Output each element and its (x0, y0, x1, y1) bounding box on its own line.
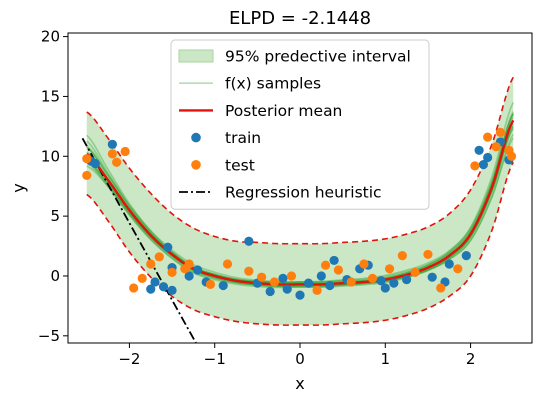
train-point (158, 282, 169, 292)
y-axis-label: y (9, 183, 28, 192)
train-point (90, 158, 100, 169)
test-point (120, 146, 130, 157)
interval-upper-line (86, 76, 514, 245)
test-point (82, 154, 92, 164)
fx-sample-line (86, 111, 514, 284)
train-point (295, 290, 305, 300)
test-point (483, 132, 493, 142)
x-tick-label: −1 (204, 350, 226, 368)
test-point (129, 283, 139, 293)
test-point (269, 277, 280, 287)
train-point (380, 283, 390, 293)
test-point (423, 249, 433, 260)
x-tick-label: 1 (381, 350, 391, 368)
test-point (436, 283, 446, 293)
train-point (244, 236, 254, 246)
posterior-mean-line (86, 119, 515, 286)
test-point (333, 265, 343, 275)
train-point (193, 265, 203, 275)
test-point (470, 161, 480, 171)
train-point (167, 285, 177, 295)
train-point (329, 255, 339, 266)
test-point (397, 251, 407, 261)
train-point (325, 280, 335, 291)
test-point (107, 149, 117, 159)
test-point (359, 259, 369, 269)
train-point (184, 271, 194, 281)
legend-label: Regression heuristic (225, 184, 382, 202)
x-tick-label: 0 (295, 350, 305, 368)
test-point (286, 271, 297, 281)
y-tick-label: 20 (41, 28, 60, 46)
train-point (461, 251, 471, 261)
legend-band-swatch (178, 49, 214, 63)
y-tick-label: 5 (50, 207, 60, 225)
train-point (444, 259, 454, 269)
fx-sample-line (86, 137, 514, 289)
test-point (410, 267, 420, 277)
fx-sample-line (86, 126, 514, 289)
test-point (257, 272, 267, 282)
y-tick-label: 0 (50, 267, 60, 285)
x-axis-label: x (295, 374, 304, 393)
legend-label: test (225, 156, 255, 174)
test-point (367, 273, 378, 283)
test-point (146, 259, 156, 269)
fx-sample-line (86, 113, 514, 284)
legend-label: Posterior mean (225, 102, 342, 120)
test-point (506, 151, 517, 161)
legend-train-swatch (191, 132, 201, 143)
test-point (495, 127, 506, 137)
x-tick-label: −2 (118, 350, 140, 368)
train-point (402, 274, 412, 285)
train-point (150, 277, 160, 287)
test-point (312, 285, 322, 295)
legend-test-swatch (191, 160, 201, 170)
test-point (346, 277, 356, 287)
train-point (303, 278, 314, 288)
y-tick-label: 10 (41, 147, 60, 165)
train-point (146, 284, 156, 294)
test-point (244, 266, 254, 276)
legend: 95% predective interval f(x) samples Poste… (170, 39, 430, 210)
y-tick-label: −5 (38, 327, 60, 345)
test-point (137, 273, 147, 283)
legend-label: train (225, 129, 261, 147)
axis-ticks: −2 −1 0 1 2 −5 0 5 10 15 20 (38, 28, 475, 368)
test-point (112, 157, 122, 167)
y-tick-label: 15 (41, 87, 60, 105)
train-point (278, 273, 288, 283)
test-point (167, 267, 177, 277)
train-point (389, 278, 399, 288)
test-point (384, 264, 395, 274)
train-point (376, 276, 386, 286)
train-point (316, 271, 326, 281)
test-point (184, 259, 194, 269)
train-point (474, 145, 484, 155)
legend-label: f(x) samples (225, 75, 321, 93)
train-point (282, 284, 292, 294)
train-point (265, 286, 275, 297)
test-point (453, 264, 463, 274)
chart-title: ELPD = -2.1448 (229, 8, 371, 29)
x-tick-label: 2 (466, 350, 476, 368)
train-point (427, 272, 437, 282)
test-point (491, 142, 501, 152)
fx-sample-line (86, 102, 514, 284)
train-point (107, 139, 117, 149)
test-point (222, 259, 233, 269)
test-point (205, 279, 216, 289)
test-point (154, 252, 164, 262)
plot-area (81, 76, 517, 343)
train-point (478, 160, 488, 170)
train-point (483, 152, 493, 163)
train-point (218, 280, 228, 291)
legend-box (170, 39, 430, 210)
legend-label: 95% predective interval (225, 48, 411, 66)
train-point (163, 242, 173, 252)
test-point (320, 260, 331, 270)
test-point (82, 170, 92, 181)
